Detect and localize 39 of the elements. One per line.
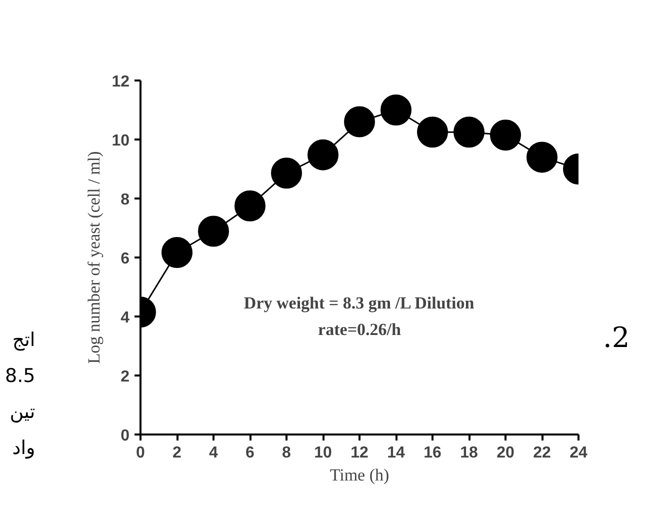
point bbox=[308, 139, 338, 170]
x-tick-label: 8 bbox=[282, 444, 292, 462]
x-axis-title: Time (h) bbox=[330, 466, 390, 484]
x-tick-label: 16 bbox=[424, 444, 442, 462]
y-tick-label: 2 bbox=[120, 368, 130, 386]
x-tick-label: 2 bbox=[172, 444, 182, 462]
point bbox=[198, 216, 229, 247]
x-tick-label: 14 bbox=[387, 444, 405, 462]
text: 8.5 bbox=[5, 364, 36, 389]
y-tick-label: 4 bbox=[120, 310, 130, 326]
point bbox=[271, 158, 302, 189]
x-tick-label: 24 bbox=[570, 444, 588, 462]
point bbox=[344, 106, 375, 138]
x-tick-label: 0 bbox=[136, 444, 146, 462]
y-axis-title: Log number of yeast (cell / ml) bbox=[84, 151, 104, 364]
x-tick-label: 20 bbox=[496, 444, 514, 462]
text: اتج bbox=[11, 328, 36, 353]
x-tick-label: 4 bbox=[209, 444, 218, 462]
x-tick-label: 12 bbox=[350, 444, 368, 462]
point bbox=[162, 237, 192, 268]
point bbox=[454, 116, 484, 148]
point bbox=[490, 120, 521, 151]
text: تين bbox=[8, 400, 36, 425]
point bbox=[380, 94, 412, 126]
x-tick-label: 6 bbox=[246, 444, 255, 462]
annotation: Dry weight = 8.3 gm /L Dilution rate=0.26/h bbox=[244, 293, 475, 339]
point bbox=[234, 190, 266, 222]
y-tick-label: 10 bbox=[112, 132, 130, 150]
point bbox=[417, 116, 448, 148]
x-tick-label: 10 bbox=[314, 444, 332, 462]
y-tick-label: 6 bbox=[120, 250, 130, 268]
text: .2 bbox=[603, 320, 630, 356]
point bbox=[526, 142, 558, 173]
text: واد bbox=[11, 436, 36, 461]
x-tick-label: 22 bbox=[533, 444, 551, 462]
y-tick-label: 0 bbox=[120, 428, 130, 444]
y-tick-label: 12 bbox=[112, 74, 130, 90]
x-tick-label: 18 bbox=[460, 444, 478, 462]
y-tick-label: 8 bbox=[120, 192, 130, 208]
